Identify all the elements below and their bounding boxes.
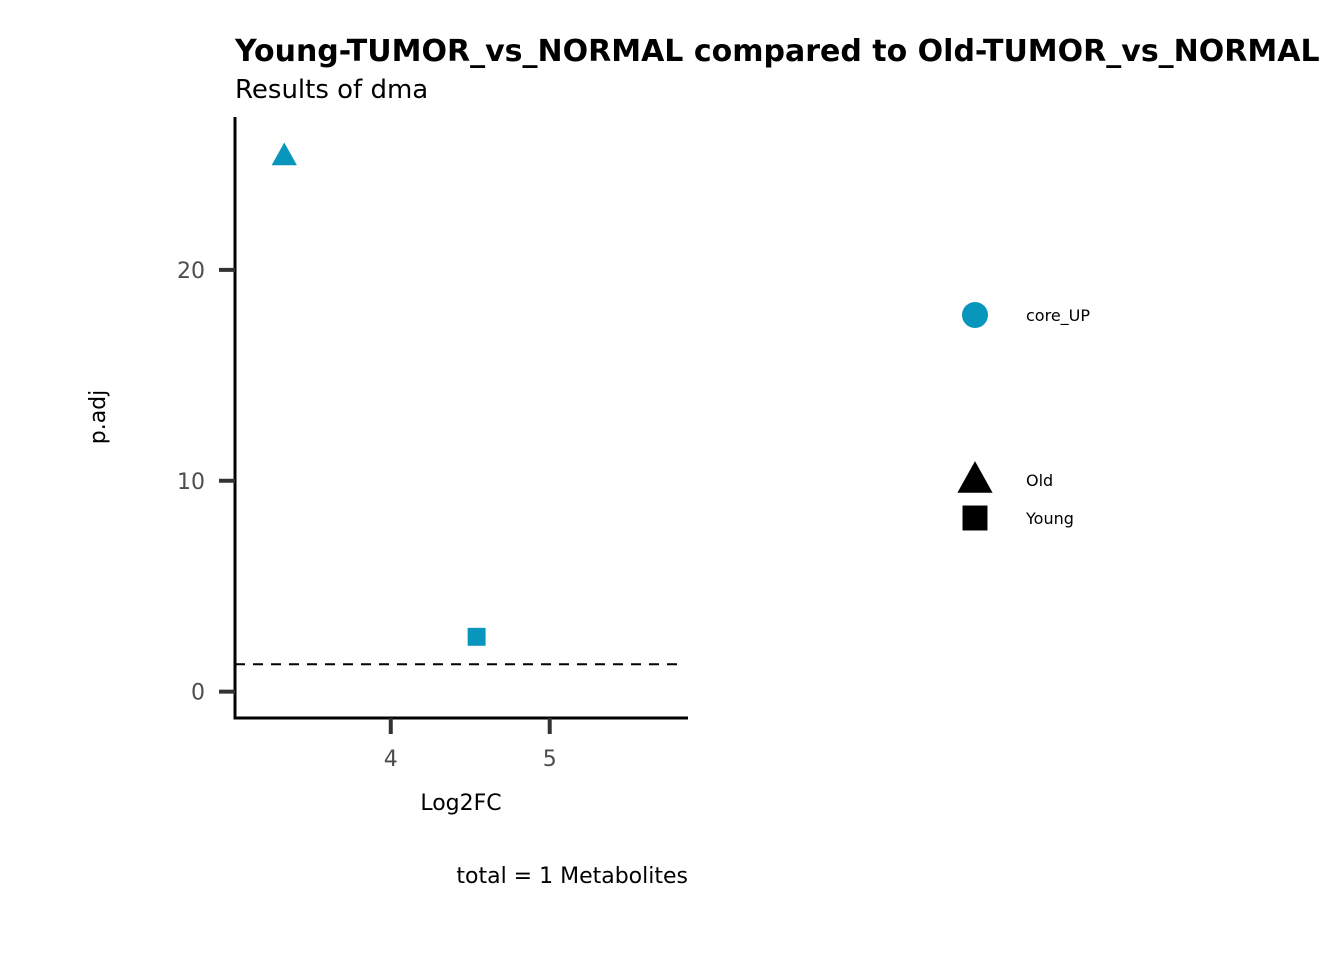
legend-label: core_UP [1026,306,1090,326]
chart-header: Young-TUMOR_vs_NORMAL compared to Old-TU… [234,34,1320,105]
x-tick-label: 5 [543,747,557,772]
data-point-square [467,627,486,646]
legend-key-shape [957,461,993,493]
x-tick-label: 4 [384,747,398,772]
y-tick-label: 0 [191,681,205,706]
legend-key-color [962,302,988,328]
chart-title: Young-TUMOR_vs_NORMAL compared to Old-TU… [234,34,1320,69]
y-axis-title: p.adj [86,390,111,445]
y-tick-label: 20 [177,259,205,284]
legend-label: Old [1026,471,1053,490]
chart-subtitle: Results of dma [235,75,428,105]
data-points [271,142,486,646]
chart-caption: total = 1 Metabolites [456,864,688,889]
legend: core_UP Old Young [957,302,1090,531]
x-axis-title: Log2FC [420,791,501,816]
y-tick-label: 10 [177,470,205,495]
y-axis-ticks: 0 10 20 [177,259,235,706]
legend-key-shape [962,505,988,531]
data-point-triangle [271,142,297,166]
legend-label: Young [1025,509,1074,528]
